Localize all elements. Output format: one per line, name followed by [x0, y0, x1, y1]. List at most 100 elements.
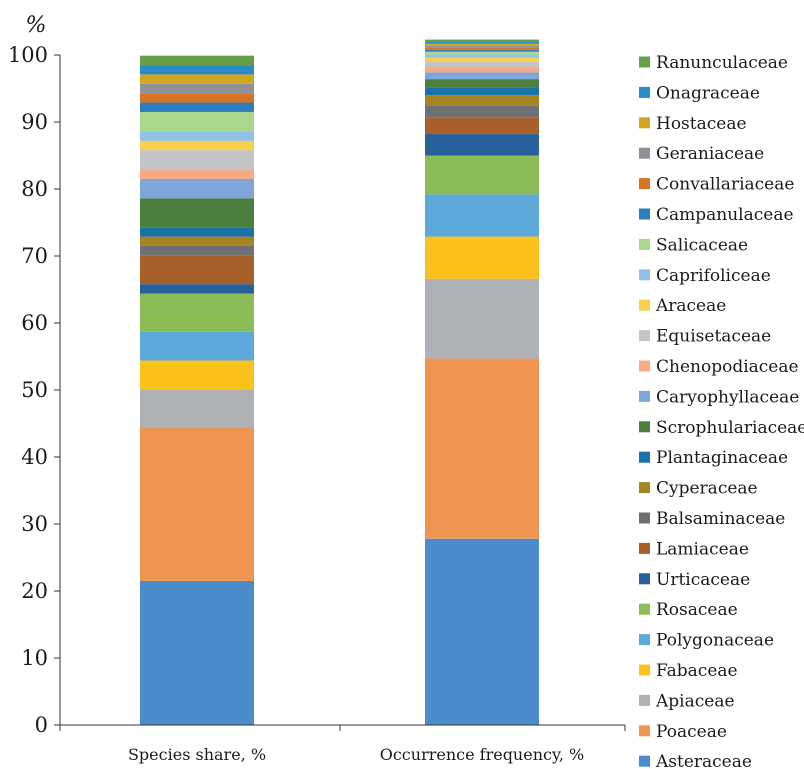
y-tick-label: 10 [21, 646, 48, 670]
bar-segment-caryophyllaceae [425, 72, 539, 80]
legend-swatch [639, 634, 650, 646]
bar-segment-caprifoliceae [140, 131, 254, 141]
bar-segment-polygonaceae [425, 194, 539, 237]
legend-label: Urticaceae [656, 570, 750, 590]
legend-label: Polygonaceae [656, 631, 774, 651]
legend-swatch [639, 390, 650, 402]
bar-segment-onagraceae [140, 65, 254, 75]
legend-swatch [639, 755, 650, 767]
legend-label: Rosaceae [656, 600, 738, 620]
legend-swatch [639, 330, 650, 342]
bar-segment-geraniaceae [140, 83, 254, 94]
bar-segment-cyperaceae [140, 236, 254, 246]
bar-segment-asteraceae [425, 538, 539, 725]
bar-segment-urticaceae [425, 134, 539, 156]
bar-segment-poaceae [425, 358, 539, 539]
legend-item: Poaceae [639, 722, 727, 742]
legend-swatch [639, 56, 650, 68]
bar-segment-scrophulariaceae [425, 79, 539, 88]
bar-segment-onagraceae [425, 41, 539, 44]
bar-segment-convallariaceae [425, 47, 539, 50]
bar-segment-plantaginaceae [425, 87, 539, 96]
legend-label: Caryophyllaceae [656, 387, 799, 407]
legend-swatch [639, 299, 650, 311]
legend-swatch [639, 178, 650, 190]
legend-label: Hostaceae [656, 114, 747, 134]
bar-segment-poaceae [140, 427, 254, 581]
legend-item: Hostaceae [639, 114, 747, 134]
legend-item: Lamiaceae [639, 539, 749, 559]
legend-swatch [639, 542, 650, 554]
legend-swatch [639, 725, 650, 737]
legend-label: Ranunculaceae [656, 53, 788, 73]
legend-item: Cyperaceae [639, 479, 758, 499]
legend-item: Balsaminaceae [639, 509, 785, 529]
legend-item: Onagraceae [639, 83, 760, 103]
bar-segment-equisetaceae [425, 61, 539, 68]
legend-swatch [639, 694, 650, 706]
legend-item: Salicaceae [639, 235, 748, 255]
bar-segment-cyperaceae [425, 95, 539, 106]
legend-swatch [639, 238, 650, 250]
y-tick-label: 60 [21, 311, 48, 335]
bar-segment-araceae [140, 140, 254, 151]
bar-segment-asteraceae [140, 580, 254, 725]
legend-swatch [639, 664, 650, 676]
legend-swatch [639, 512, 650, 524]
legend-label: Asteraceae [655, 752, 752, 769]
legend-label: Campanulaceae [656, 205, 794, 225]
legend-item: Chenopodiaceae [639, 357, 799, 377]
legend-label: Fabaceae [656, 661, 738, 681]
legend-item: Rosaceae [639, 600, 738, 620]
bar-segment-salicaceae [425, 51, 539, 55]
legend-swatch [639, 86, 650, 98]
legend-label: Balsaminaceae [656, 509, 785, 529]
bar-segment-lamiaceae [425, 117, 539, 135]
y-tick-label: 50 [21, 378, 48, 402]
bar-segment-lamiaceae [140, 255, 254, 285]
y-tick-label: 40 [21, 445, 48, 469]
bar-segment-hostaceae [140, 74, 254, 84]
bar-segment-balsaminaceae [140, 245, 254, 256]
legend-item: Equisetaceae [639, 327, 771, 347]
legend-label: Onagraceae [656, 83, 760, 103]
legend-item: Urticaceae [639, 570, 750, 590]
legend-item: Plantaginaceae [639, 448, 788, 468]
legend-swatch [639, 269, 650, 281]
bar-segment-geraniaceae [425, 45, 539, 48]
legend-swatch [639, 482, 650, 494]
bar-segment-plantaginaceae [140, 227, 254, 237]
legend-label: Apiaceae [655, 691, 735, 711]
legend-swatch [639, 147, 650, 159]
bar-segment-convallariaceae [140, 93, 254, 103]
legend-label: Plantaginaceae [656, 448, 788, 468]
bar-segment-fabaceae [140, 360, 254, 390]
bar-segment-equisetaceae [140, 150, 254, 170]
bar-segment-fabaceae [425, 236, 539, 279]
legend-swatch [639, 208, 650, 220]
legend-item: Asteraceae [639, 752, 752, 769]
legend-item: Campanulaceae [639, 205, 794, 225]
legend-label: Geraniaceae [656, 144, 764, 164]
bar-segment-campanulaceae [140, 102, 254, 112]
legend-swatch [639, 421, 650, 433]
bar-segment-urticaceae [140, 284, 254, 294]
y-tick-label: 0 [35, 713, 48, 737]
bar-segment-chenopodiaceae [425, 67, 539, 73]
legend-label: Cyperaceae [656, 479, 758, 499]
legend-label: Convallariaceae [656, 175, 794, 195]
y-tick-label: 90 [21, 110, 48, 134]
legend-item: Caprifoliceae [639, 266, 771, 286]
legend-item: Caryophyllaceae [639, 387, 799, 407]
legend-item: Fabaceae [639, 661, 738, 681]
bar-segment-campanulaceae [425, 49, 539, 52]
x-category-label: Species share, % [128, 745, 266, 764]
bar-segment-hostaceae [425, 43, 539, 46]
bar-segment-rosaceae [140, 293, 254, 332]
bar-segment-chenopodiaceae [140, 169, 254, 179]
y-unit-label: % [26, 13, 47, 38]
legend-swatch [639, 603, 650, 615]
legend-label: Salicaceae [656, 235, 748, 255]
bar-segment-salicaceae [140, 111, 254, 132]
x-category-label: Occurrence frequency, % [380, 745, 585, 764]
